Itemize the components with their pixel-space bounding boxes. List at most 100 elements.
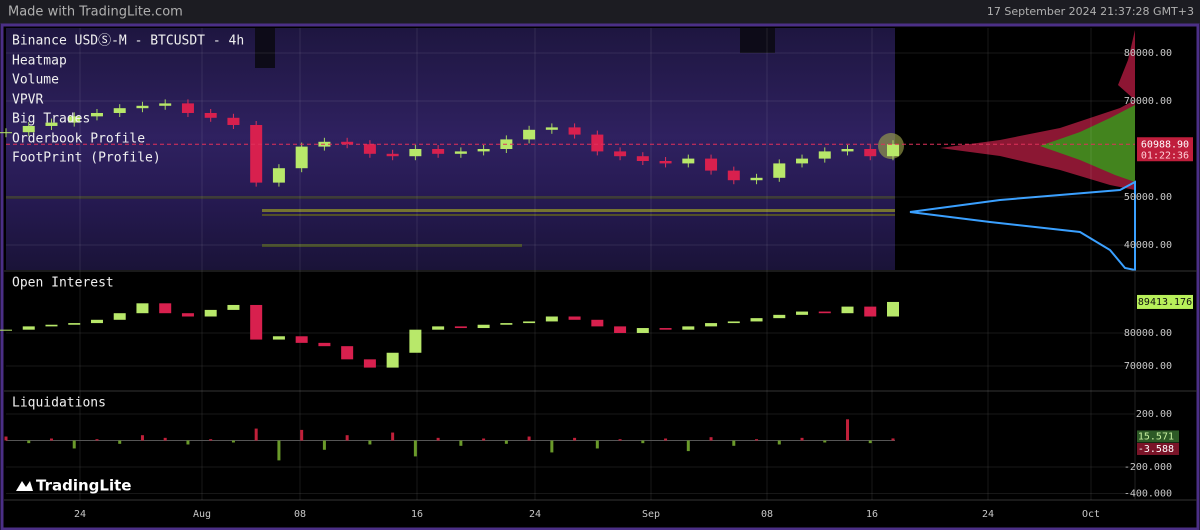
x-tick-label: 08 xyxy=(761,509,773,520)
oi-candle xyxy=(432,326,445,330)
candle xyxy=(864,149,877,157)
candle xyxy=(773,163,786,178)
top-bar xyxy=(0,0,1200,24)
liq-bar xyxy=(504,440,508,444)
candle xyxy=(341,141,354,145)
oi-candle xyxy=(0,329,12,331)
vpvr-green xyxy=(1040,105,1135,182)
candle xyxy=(136,105,149,109)
oi-candle xyxy=(796,311,809,315)
oi-candle xyxy=(341,346,354,360)
liq-bar xyxy=(231,440,235,443)
candle xyxy=(841,149,854,152)
liq-bar xyxy=(777,440,781,445)
x-tick-label: 24 xyxy=(74,509,86,520)
liq-bar xyxy=(436,437,440,441)
heatmap-band xyxy=(262,244,522,247)
candle xyxy=(409,149,422,157)
x-tick-label: 08 xyxy=(294,509,306,520)
oi-candle xyxy=(386,352,399,368)
y-tick-label: 40000.00 xyxy=(1124,240,1172,251)
oi-candle xyxy=(773,314,786,319)
candle xyxy=(272,168,285,183)
oi-candle xyxy=(45,324,58,327)
candle xyxy=(636,156,649,162)
liq-bar xyxy=(755,439,759,441)
logo: TradingLite xyxy=(36,477,131,495)
heatmap-band xyxy=(262,214,895,216)
candle xyxy=(477,149,490,152)
liq-bar xyxy=(95,439,99,441)
layer-label: VPVR xyxy=(12,93,43,108)
candle xyxy=(659,161,672,164)
vpvr-red xyxy=(940,100,1135,190)
candle xyxy=(68,116,81,123)
countdown: 01:22:36 xyxy=(1141,150,1189,161)
liq-bar xyxy=(140,435,144,441)
orderbook-asks xyxy=(1118,30,1135,100)
oi-candle xyxy=(159,303,172,314)
liq-bar xyxy=(823,440,827,443)
liq-bar xyxy=(573,437,577,441)
liq-bar xyxy=(368,440,372,445)
candle xyxy=(727,170,740,181)
liq-bar xyxy=(868,440,872,444)
liq-bar xyxy=(527,436,531,441)
marks xyxy=(0,99,1135,461)
candle xyxy=(159,103,172,106)
liq-bar xyxy=(49,438,53,441)
candle xyxy=(250,124,263,183)
liq-bar xyxy=(163,437,167,441)
candle xyxy=(887,144,899,157)
legend: Binance USDⓈ-M - BTCUSDT - 4h Heatmap Vo… xyxy=(12,34,244,166)
liq-bar xyxy=(846,419,850,441)
liq-bar xyxy=(641,440,645,444)
x-tick-label: Oct xyxy=(1082,509,1100,520)
timestamp: 17 September 2024 21:37:28 GMT+3 xyxy=(987,5,1194,18)
oi-candle xyxy=(887,301,899,317)
layer-label: Heatmap xyxy=(12,54,67,69)
oi-candle xyxy=(636,328,649,333)
liq-bar xyxy=(391,432,395,441)
panel-title: Liquidations xyxy=(12,396,106,411)
oi-candle xyxy=(659,328,672,330)
liq-tag xyxy=(1137,430,1179,443)
layer-label: FootPrint (Profile) xyxy=(12,151,161,166)
oi-candle xyxy=(272,336,285,340)
heatmap-band xyxy=(6,196,895,199)
candle xyxy=(113,108,126,113)
candle xyxy=(568,127,581,135)
candle xyxy=(22,125,35,133)
layer-label: Volume xyxy=(12,73,59,88)
candle xyxy=(818,151,831,159)
liq-bar xyxy=(345,435,349,441)
x-tick-label: 24 xyxy=(529,509,541,520)
liq-bar xyxy=(186,440,190,445)
candle xyxy=(227,117,240,125)
liq-bar xyxy=(413,440,417,457)
candle xyxy=(386,153,399,157)
oi-candle xyxy=(181,313,194,317)
liq-bar xyxy=(732,440,736,446)
y-tick-label: 50000.00 xyxy=(1124,192,1172,203)
tags: 24 Aug 08 16 24 Sep 08 16 24 Oct 80000.00 70000.00 5… xyxy=(74,48,1193,520)
candle xyxy=(90,112,103,117)
price-tag-label: 60988.90 xyxy=(1141,139,1189,150)
candle xyxy=(750,177,763,181)
liq-bar xyxy=(686,440,690,452)
heatmap-gap xyxy=(740,28,775,53)
oi-candle xyxy=(568,316,581,320)
oi-tag-label: 89413.176 xyxy=(1138,297,1192,308)
oi-candle xyxy=(409,329,422,353)
candle xyxy=(796,158,809,164)
candle xyxy=(614,151,627,157)
oi-candle xyxy=(818,311,831,314)
candle xyxy=(523,129,536,140)
liq-bar xyxy=(27,440,31,444)
symbol-title: Binance USDⓈ-M - BTCUSDT - 4h xyxy=(12,34,244,49)
y-tick-label: 70000.00 xyxy=(1124,96,1172,107)
liq-bar xyxy=(595,440,599,449)
liq-tag-label: 15.571 xyxy=(1138,431,1174,442)
